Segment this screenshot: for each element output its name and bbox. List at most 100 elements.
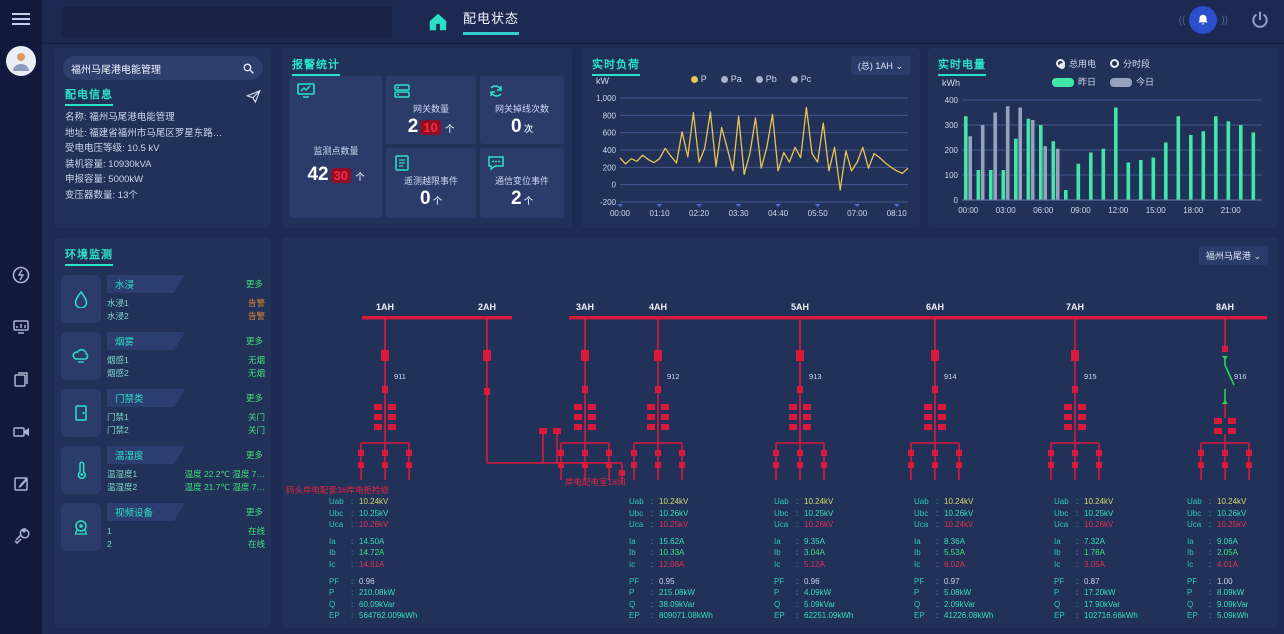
env-item-label: 烟感1 (107, 355, 129, 365)
legend-item-Pb[interactable]: Pb (755, 74, 777, 84)
single-line-diagram-panel: 福州马尾港 ⌄ 1AH 2AH 3AH 4AH 5AH 6AH 7AH 8AH 911 912 91… (282, 238, 1278, 628)
readout-colon: : (1076, 588, 1079, 598)
camera-icon[interactable] (12, 422, 30, 440)
bell-icon[interactable] (1189, 6, 1218, 34)
radio-总用电[interactable]: 总用电 (1055, 57, 1096, 70)
readout-colon: : (351, 576, 354, 586)
readout-label: Uab (774, 497, 789, 506)
search-icon[interactable] (242, 62, 255, 75)
alarm-count: 0 (510, 116, 522, 137)
readout-value: 62251.09kWh (804, 611, 854, 621)
env-more-link[interactable]: 更多 (245, 450, 263, 460)
load-line-chart: 1,000 800 600 400 200 0 -200 00:00 01:10 02:20 03:… (596, 94, 909, 218)
readout-row: Ic:4.01A (1187, 559, 1278, 571)
load-feeder-dropdown[interactable]: (总) 1AH ⌄ (850, 56, 910, 75)
svg-text:01:10: 01:10 (650, 209, 671, 218)
env-item-status: 温度 22.2℃ 湿度 7… (184, 469, 265, 479)
readout-value: 0.87 (1084, 576, 1100, 586)
topbar: 配电状态 (( )) (42, 0, 1284, 44)
env-more-link[interactable]: 更多 (245, 336, 263, 346)
documents-icon[interactable] (12, 370, 30, 388)
svg-text:09:00: 09:00 (1071, 206, 1092, 215)
readout-label: EP (629, 611, 640, 621)
env-item-label: 门禁1 (107, 412, 129, 422)
power-circle-icon[interactable] (12, 266, 30, 284)
readout-colon: : (1209, 508, 1212, 518)
readout-colon: : (1076, 559, 1079, 569)
readout-row: Ic:6.02A (914, 559, 1036, 571)
radio-分时段[interactable]: 分时段 (1110, 57, 1150, 70)
env-item-list: 烟感1 无烟 烟感2 无烟 (107, 354, 265, 380)
video-icon (61, 503, 101, 551)
readout-colon: : (1209, 599, 1212, 609)
env-section-header: 门禁类 更多 (107, 389, 265, 407)
readout-value: 14.72A (359, 548, 385, 558)
readout-label: Ib (1054, 548, 1061, 558)
readout-row: PF:0.96 (774, 576, 896, 588)
readout-colon: : (796, 536, 799, 546)
env-monitor-panel: 环境监测 水浸 更多 水浸1 告警 水浸2 告警 烟雾 更多 烟感1 无烟 烟感2 无烟 门禁类 更多 门禁… (55, 238, 271, 628)
readout-label: P (1054, 588, 1060, 598)
readout-row: PF:0.95 (629, 576, 751, 588)
readout-label: Q (914, 599, 921, 609)
monitor-chart-icon[interactable] (12, 318, 30, 336)
env-more-link[interactable]: 更多 (245, 507, 263, 517)
hamburger-menu-icon[interactable] (12, 10, 30, 28)
avatar[interactable] (6, 46, 36, 76)
readout-row: Ib:10.33A (629, 547, 751, 559)
readout-value: 2.05A (1217, 548, 1238, 558)
readout-colon: : (1076, 536, 1079, 546)
bus-label: 1AH (376, 302, 394, 312)
readout-row: Uca:10.25kV (1187, 519, 1278, 531)
env-item-label: 温湿度1 (107, 469, 138, 479)
power-icon[interactable] (1250, 10, 1270, 30)
search-input[interactable] (71, 62, 242, 74)
readout-label: PF (1187, 576, 1198, 586)
readout-value: 14.50A (359, 536, 385, 546)
tools-icon[interactable] (12, 526, 30, 545)
readout-label: Uca (774, 520, 789, 530)
readout-value: 10.25kV (659, 520, 689, 530)
readout-row: Ubc:10.25kV (329, 508, 451, 520)
legend-item-今日[interactable]: 今日 (1110, 75, 1154, 88)
env-section-header: 水浸 更多 (107, 275, 265, 293)
readout-value: 17.20kW (1084, 588, 1116, 598)
legend-item-昨日[interactable]: 昨日 (1051, 75, 1096, 88)
home-icon[interactable] (427, 11, 449, 33)
legend-swatch (1051, 78, 1074, 88)
env-section: 温湿度 更多 温湿度1 温度 22.2℃ 湿度 7… 温湿度2 温度 21.7℃ 湿度 7… (61, 446, 265, 494)
legend-item-Pc[interactable]: Pc (790, 74, 811, 84)
station-dropdown[interactable]: 福州马尾港 ⌄ (1198, 246, 1268, 265)
env-more-link[interactable]: 更多 (245, 279, 263, 289)
svg-text:06:00: 06:00 (1033, 206, 1054, 215)
readout-value: 10.26kV (1217, 508, 1247, 518)
env-item-label: 1 (107, 526, 112, 536)
readout-row: EP:809071.08kWh (629, 610, 751, 622)
paper-plane-icon[interactable] (246, 89, 261, 104)
env-item-label: 门禁2 (107, 425, 129, 435)
readout-colon: : (1209, 588, 1212, 598)
readout-value: 10.24kV (1217, 497, 1247, 506)
readout-row: PF:1.00 (1187, 576, 1278, 588)
station-field: 申报容量: 5000kW (65, 172, 261, 188)
readout-colon: : (1209, 559, 1212, 569)
env-more-link[interactable]: 更多 (245, 393, 263, 403)
station-search[interactable] (63, 56, 263, 80)
readout-value: 9.35A (804, 536, 825, 546)
user-icon (13, 53, 29, 71)
readout-label: Uab (914, 497, 929, 506)
env-section-body: 烟雾 更多 烟感1 无烟 烟感2 无烟 (107, 332, 265, 380)
readout-block: Uab:10.24kV Ubc:10.26kV Uca:10.25kV Ia:9.06… (1187, 496, 1278, 622)
env-section-name: 温湿度 (107, 446, 185, 464)
svg-text:400: 400 (603, 146, 617, 155)
readout-value: 14.61A (359, 559, 385, 569)
env-section-header: 视频设备 更多 (107, 503, 265, 521)
alarm-stats-panel: 报警统计 监测点数量 42 30 个网关数量 2 10 个网关掉线次数 0 次遥测越限事件… (282, 48, 572, 228)
tab-power-distribution-status[interactable]: 配电状态 (463, 8, 520, 35)
legend-item-Pa[interactable]: Pa (720, 74, 742, 84)
svg-text:100: 100 (945, 171, 959, 180)
edit-icon[interactable] (12, 474, 30, 492)
env-item-status: 告警 (247, 311, 265, 321)
legend-item-P[interactable]: P (690, 74, 707, 84)
readout-colon: : (651, 576, 654, 586)
